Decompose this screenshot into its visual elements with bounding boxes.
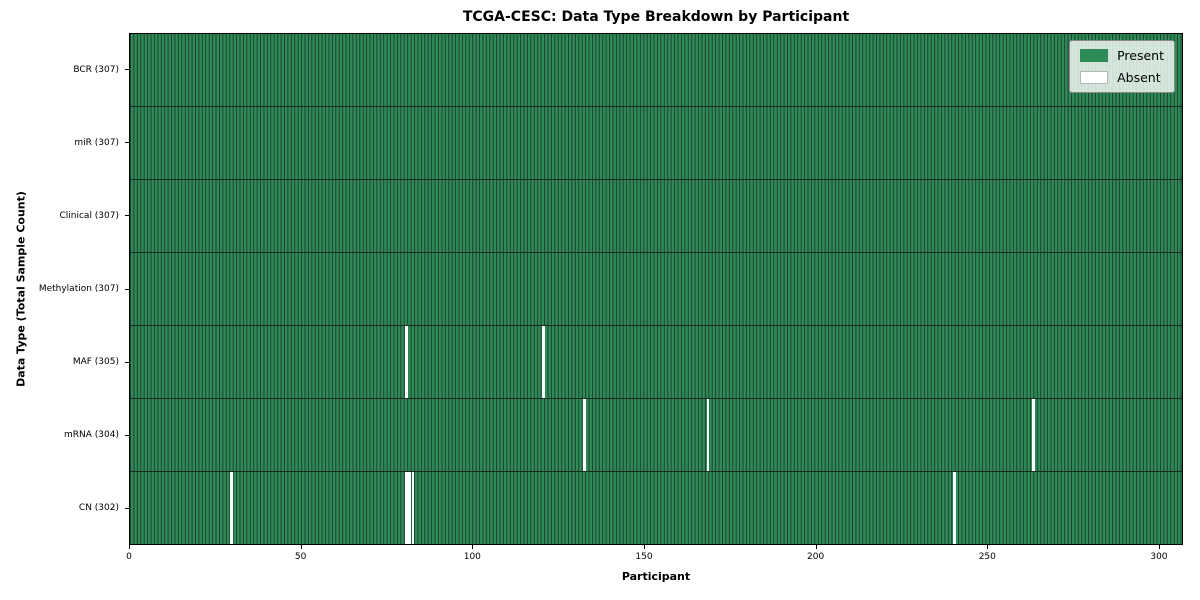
x-tick-mark	[472, 545, 474, 549]
absent-cell	[953, 472, 956, 544]
y-tick-label: mRNA (304)	[64, 430, 119, 441]
y-tick-mark	[125, 142, 129, 144]
x-tick-label: 150	[635, 552, 653, 562]
absent-cell	[405, 472, 408, 544]
x-tick-mark	[129, 545, 130, 549]
y-tick-mark	[125, 434, 129, 436]
heatmap-row-cn	[130, 472, 1182, 544]
heatmap-rows	[130, 34, 1182, 544]
x-tick-mark	[1158, 545, 1160, 549]
x-axis-label: Participant	[621, 570, 691, 583]
legend-swatch-absent-icon	[1080, 71, 1109, 84]
x-tick-label: 300	[1150, 552, 1168, 562]
x-tick-mark	[987, 545, 989, 549]
y-tick-label: CN (302)	[78, 503, 119, 514]
legend-item-absent: Absent	[1080, 70, 1164, 85]
y-tick-mark	[125, 361, 129, 363]
absent-cell	[411, 472, 415, 544]
legend: Present Absent	[1069, 40, 1175, 93]
legend-label-absent: Absent	[1117, 70, 1161, 85]
x-tick-label: 200	[807, 552, 825, 562]
heatmap-row-bcr	[130, 34, 1182, 107]
absent-cell	[230, 472, 233, 544]
heatmap-row-methylation	[130, 253, 1182, 326]
legend-label-present: Present	[1117, 48, 1164, 63]
x-tick-label: 0	[126, 552, 132, 562]
x-tick-mark	[815, 545, 817, 549]
absent-cell	[408, 472, 411, 544]
y-tick-label: miR (307)	[74, 137, 119, 148]
y-tick-label: BCR (307)	[73, 64, 119, 75]
chart-title: TCGA-CESC: Data Type Breakdown by Partic…	[462, 9, 850, 25]
x-tick-label: 50	[294, 552, 307, 562]
heatmap-row-maf	[130, 326, 1182, 399]
x-tick-label: 100	[463, 552, 481, 562]
absent-cell	[1032, 399, 1035, 471]
y-tick-mark	[125, 215, 129, 217]
heatmap-row-mrna	[130, 399, 1182, 472]
y-tick-mark	[125, 507, 129, 509]
x-axis-ticks: 0 50 100 150 200 250 300	[126, 545, 1183, 567]
x-tick-mark	[643, 545, 645, 549]
absent-cell	[583, 399, 586, 471]
y-tick-label: Methylation (307)	[38, 284, 119, 294]
y-tick-mark	[125, 288, 129, 290]
legend-item-present: Present	[1080, 48, 1164, 63]
absent-cell	[706, 399, 710, 471]
y-tick-label: Clinical (307)	[59, 210, 119, 221]
y-tick-label: MAF (305)	[72, 357, 119, 368]
y-axis-ticks: BCR (307) miR (307) Clinical (307) Methylat…	[0, 33, 129, 545]
x-tick-label: 250	[978, 552, 996, 562]
plot-area: Present Absent	[129, 33, 1183, 545]
x-tick-mark	[300, 545, 302, 549]
y-tick-mark	[125, 69, 129, 71]
absent-cell	[405, 326, 408, 398]
absent-cell	[542, 326, 545, 398]
legend-swatch-present-icon	[1080, 49, 1109, 62]
heatmap-row-mir	[130, 107, 1182, 180]
heatmap-row-clinical	[130, 180, 1182, 253]
